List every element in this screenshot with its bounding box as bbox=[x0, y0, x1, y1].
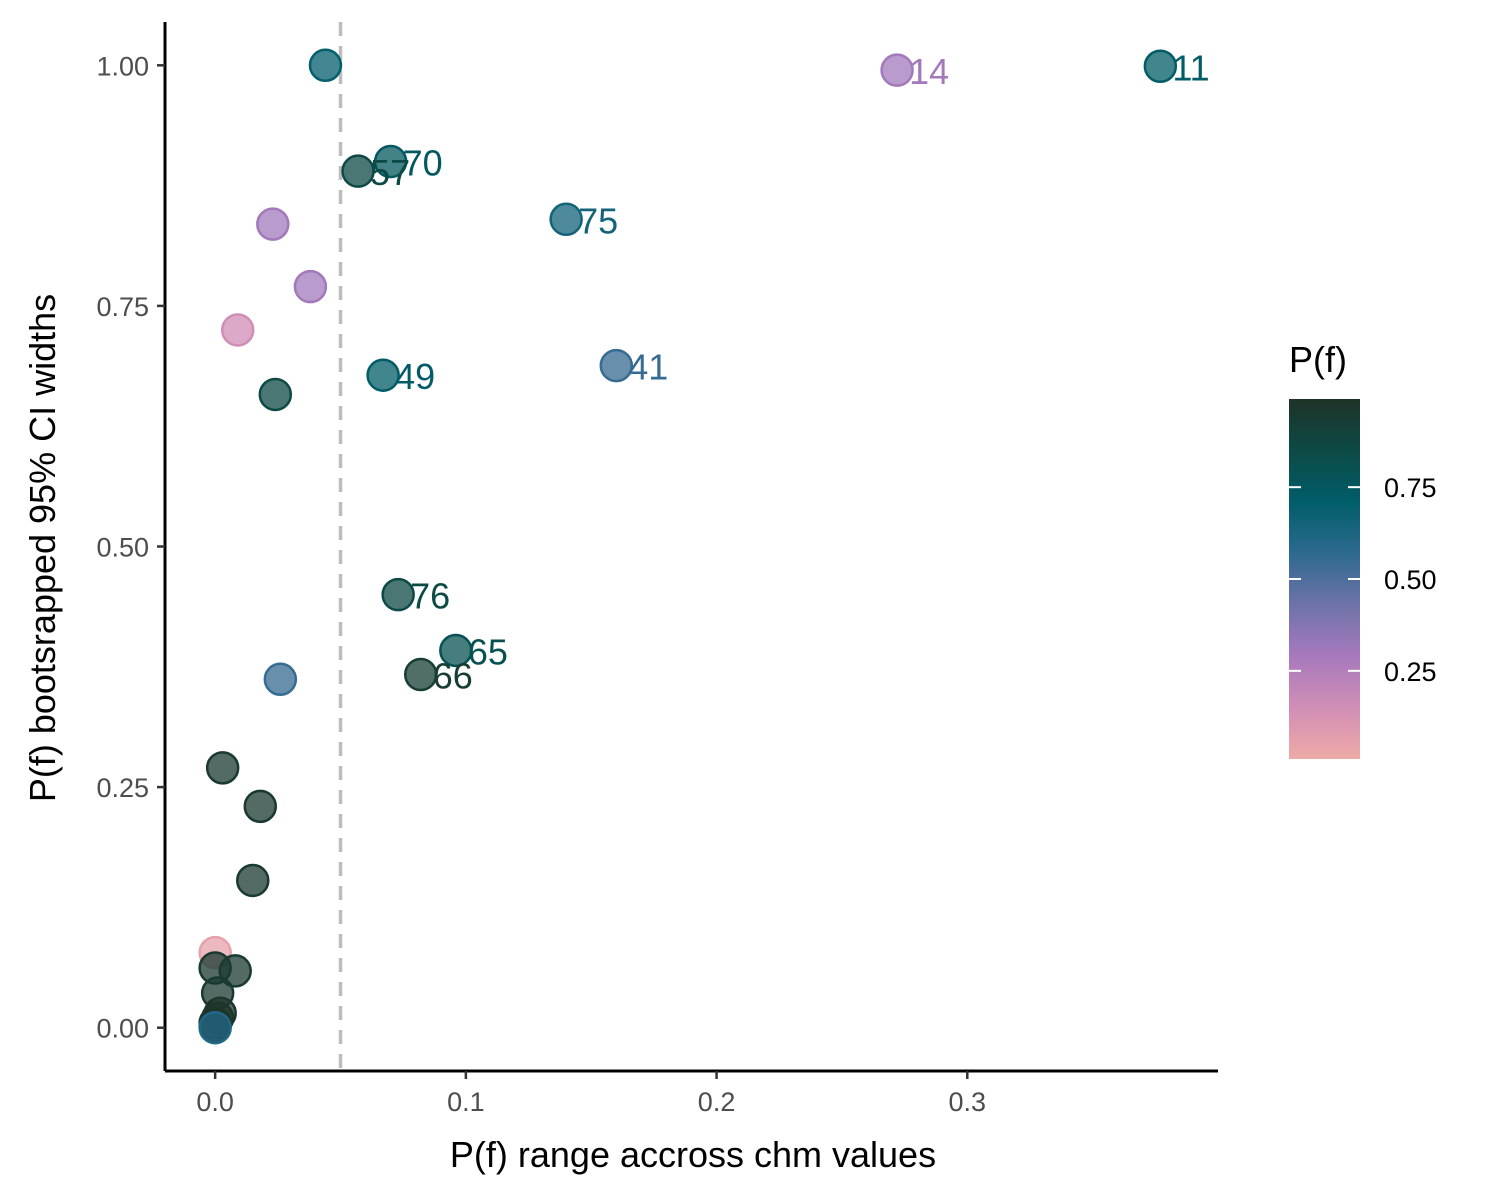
point-label: 70 bbox=[403, 143, 443, 184]
point-label: 75 bbox=[578, 200, 618, 241]
y-tick-label: 0.75 bbox=[96, 292, 149, 322]
data-point[interactable] bbox=[403, 657, 438, 692]
point-label: 65 bbox=[468, 631, 508, 672]
y-tick-label: 0.00 bbox=[96, 1014, 149, 1044]
x-tick-label: 0.3 bbox=[949, 1087, 987, 1117]
data-point[interactable] bbox=[341, 154, 375, 188]
data-point[interactable] bbox=[220, 313, 255, 347]
data-point[interactable] bbox=[373, 144, 408, 179]
point-label: 41 bbox=[628, 347, 668, 388]
data-point[interactable] bbox=[258, 377, 293, 412]
legend-title: P(f) bbox=[1289, 339, 1347, 380]
data-point[interactable] bbox=[198, 1010, 232, 1045]
color-legend: P(f) 0.25 0.50 0.75 bbox=[1289, 339, 1437, 759]
data-point[interactable] bbox=[205, 751, 240, 785]
data-point[interactable] bbox=[308, 48, 343, 83]
point-label: 49 bbox=[395, 356, 435, 397]
data-point[interactable] bbox=[256, 207, 290, 241]
data-point[interactable] bbox=[549, 202, 583, 237]
x-tick-label: 0.2 bbox=[698, 1087, 736, 1117]
data-point[interactable] bbox=[263, 662, 298, 697]
legend-tick-label: 0.75 bbox=[1384, 473, 1437, 503]
data-point[interactable] bbox=[218, 954, 252, 988]
y-tick-label: 0.50 bbox=[96, 533, 149, 563]
data-point[interactable] bbox=[366, 358, 400, 392]
legend-tick-label: 0.50 bbox=[1384, 565, 1437, 595]
y-tick-label: 0.25 bbox=[96, 773, 149, 803]
x-tick-label: 0.1 bbox=[447, 1087, 485, 1117]
point-label: 66 bbox=[433, 655, 473, 696]
data-point[interactable] bbox=[439, 633, 473, 668]
point-label: 57 bbox=[370, 152, 410, 193]
point-label: 11 bbox=[1172, 47, 1209, 88]
data-point[interactable] bbox=[243, 789, 278, 824]
y-tick-label: 1.00 bbox=[96, 51, 149, 81]
x-axis-title: P(f) range accross chm values bbox=[450, 1134, 936, 1175]
data-point[interactable] bbox=[1143, 49, 1178, 84]
x-tick-label: 0.0 bbox=[196, 1087, 234, 1117]
point-label: 76 bbox=[410, 576, 450, 617]
y-axis-title: P(f) bootsrapped 95% CI widths bbox=[22, 294, 63, 802]
point-label: 14 bbox=[909, 51, 949, 92]
data-point[interactable] bbox=[236, 863, 270, 898]
legend-tick-label: 0.25 bbox=[1384, 657, 1437, 687]
data-point[interactable] bbox=[293, 269, 328, 304]
data-point[interactable] bbox=[381, 577, 415, 612]
data-point[interactable] bbox=[880, 53, 914, 87]
data-point[interactable] bbox=[599, 348, 634, 383]
